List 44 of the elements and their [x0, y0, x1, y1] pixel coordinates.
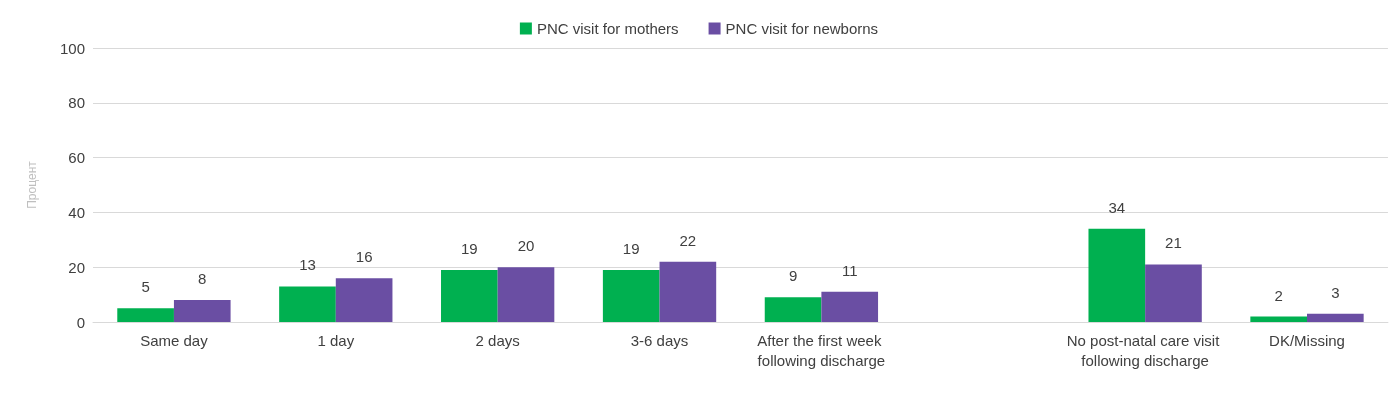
data-label: 16 — [355, 248, 373, 266]
legend-label: PNC visit for newborns — [725, 20, 879, 37]
data-label: 13 — [299, 256, 316, 274]
bar — [1145, 264, 1202, 322]
data-label: 20 — [517, 237, 535, 255]
data-label: 9 — [788, 267, 798, 285]
y-tick-label: 60 — [68, 149, 85, 167]
y-tick-label: 0 — [76, 313, 85, 331]
x-tick-label: 3-6 days — [630, 331, 689, 349]
bar — [602, 269, 660, 322]
y-axis-title: Процент — [25, 160, 39, 209]
bar — [497, 267, 555, 322]
data-label: 5 — [141, 278, 150, 296]
data-label: 2 — [1274, 286, 1283, 304]
data-label: 8 — [198, 270, 207, 288]
x-tick-label: No post-natal care visit following discharge — [1066, 331, 1224, 369]
y-tick-label: 100 — [59, 39, 85, 57]
data-label: 22 — [679, 231, 697, 249]
data-label: 11 — [841, 261, 858, 279]
bar — [1250, 316, 1307, 322]
bar — [173, 300, 231, 322]
bar — [441, 269, 498, 322]
bar — [1307, 313, 1364, 322]
bar — [279, 286, 336, 322]
y-tick-label: 80 — [68, 94, 85, 112]
data-label: 3 — [1331, 283, 1340, 301]
x-tick-label: After the first week following discharge — [757, 331, 886, 369]
x-tick-label: 2 days — [475, 331, 520, 349]
bar — [1088, 228, 1146, 322]
bar — [821, 291, 879, 322]
x-tick-label: Same day — [140, 331, 209, 349]
data-label: 19 — [461, 239, 478, 257]
data-label: 19 — [622, 239, 640, 257]
bar — [117, 308, 174, 322]
legend-label: PNC visit for mothers — [536, 20, 679, 37]
data-label: 21 — [1165, 234, 1182, 252]
bar — [335, 278, 393, 322]
bar — [659, 261, 717, 322]
bar — [764, 297, 822, 322]
x-tick-label: DK/Missing — [1269, 331, 1345, 349]
data-label: 34 — [1108, 198, 1126, 216]
y-tick-label: 40 — [68, 203, 85, 221]
x-tick-label: 1 day — [317, 331, 355, 349]
y-tick-label: 20 — [68, 258, 85, 276]
